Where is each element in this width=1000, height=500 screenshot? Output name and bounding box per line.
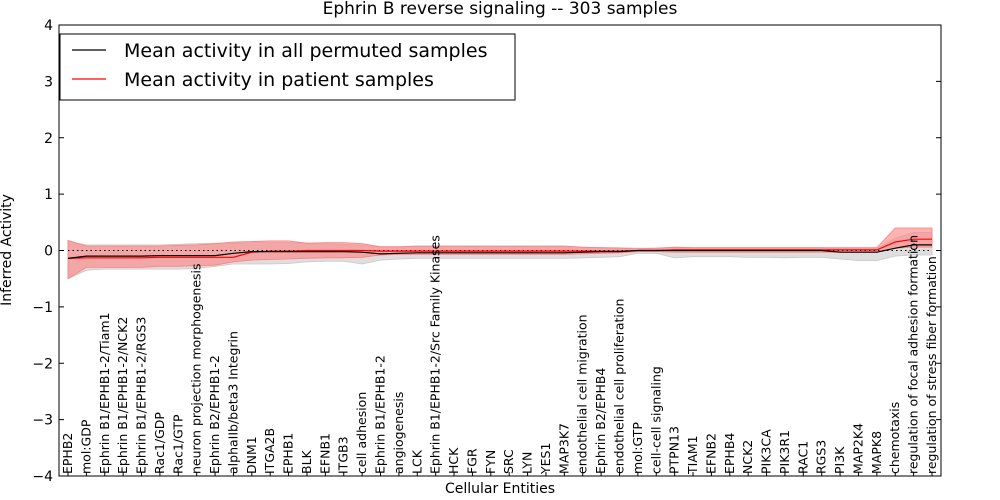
x-tick-label: Ephrin B2/EPHB1-2 <box>207 355 222 474</box>
x-tick-label: EFNB1 <box>317 433 332 474</box>
x-tick-label: mol:GDP <box>78 419 93 474</box>
y-tick-label: 4 <box>44 18 53 34</box>
x-tick-label: PI3K <box>832 446 847 474</box>
y-axis: −4 −3 −2 −1 0 1 2 3 4 <box>32 18 941 485</box>
x-tick-label: mol:GTP <box>630 422 645 474</box>
x-tick-label: RAC1 <box>795 441 810 474</box>
x-tick-label: LCK <box>409 449 424 474</box>
x-tick-label: YES1 <box>538 443 553 475</box>
y-tick-label: 0 <box>44 244 53 260</box>
x-tick-label: ITGB3 <box>336 436 351 474</box>
legend: Mean activity in all permuted samples Me… <box>59 33 516 101</box>
y-tick-label: −4 <box>32 469 53 485</box>
x-tick-label: HCK <box>446 447 461 474</box>
x-tick-label: DNM1 <box>244 436 259 474</box>
x-tick-label: NCK2 <box>740 440 755 474</box>
plot-frame <box>58 24 942 477</box>
x-tick-label: Ephrin B2/EPHB4 <box>593 368 608 474</box>
legend-box <box>59 33 516 101</box>
x-tick-label: TIAM1 <box>685 435 700 475</box>
x-tick-label: cell adhesion <box>354 392 369 474</box>
x-tick-label: PIK3CA <box>759 429 774 474</box>
y-tick-label: −3 <box>32 413 53 429</box>
x-tick-label: PIK3R1 <box>777 430 792 474</box>
x-tick-label: FYN <box>483 450 498 474</box>
x-axis-label: Cellular Entities <box>445 481 555 497</box>
x-tick-label: Rac1/GDP <box>152 412 167 474</box>
x-tick-label: SRC <box>501 449 516 474</box>
x-tick-label: regulation of focal adhesion formation <box>906 235 921 474</box>
x-tick-label: chemotaxis <box>887 402 902 474</box>
x-tick-label: MAP3K7 <box>556 423 571 474</box>
x-tick-label: Ephrin B1/EPHB1-2 <box>373 355 388 474</box>
x-tick-label: Ephrin B1/EPHB1-2/NCK2 <box>115 317 130 474</box>
y-axis-label: Inferred Activity <box>0 194 15 306</box>
x-tick-labels: EPHB2 mol:GDP Ephrin B1/EPHB1-2/Tiam1 Ephri… <box>60 235 939 476</box>
x-tick-label: RGS3 <box>814 440 829 474</box>
y-tick-label: 3 <box>44 74 53 90</box>
x-tick-label: EPHB4 <box>722 433 737 474</box>
x-tick-label: endothelial cell proliferation <box>612 299 627 474</box>
x-tick-label: MAP2K4 <box>851 423 866 474</box>
x-tick-label: PTPN13 <box>667 426 682 474</box>
x-tick-label: regulation of stress fiber formation <box>924 256 939 474</box>
series-lines <box>67 238 932 259</box>
x-tick-label: EPHB1 <box>281 433 296 474</box>
x-tick-label: Rac1/GTP <box>170 414 185 474</box>
y-tick-label: −1 <box>32 300 53 316</box>
x-tick-label: Ephrin B1/EPHB1-2/Tiam1 <box>97 312 112 474</box>
x-tick-label: Ephrin B1/EPHB1-2/RGS3 <box>134 317 149 474</box>
x-tick-label: alphaIIb/beta3 Integrin <box>225 331 240 474</box>
x-tick-label: angiogenesis <box>391 392 406 474</box>
legend-label-permuted: Mean activity in all permuted samples <box>124 40 487 62</box>
x-tick-label: FGR <box>464 448 479 474</box>
x-tick-label: endothelial cell migration <box>575 314 590 474</box>
y-tick-label: −2 <box>32 356 53 372</box>
x-tick-label: EFNB2 <box>703 433 718 474</box>
y-tick-label: 1 <box>44 187 53 203</box>
x-tick-label: Ephrin B1/EPHB1-2/Src Family Kinases <box>428 235 443 474</box>
legend-label-patient: Mean activity in patient samples <box>124 69 434 91</box>
series-line-permuted <box>67 244 932 259</box>
x-tick-label: BLK <box>299 449 314 474</box>
y-tick-label: 2 <box>44 131 53 147</box>
x-tick-label: MAPK8 <box>869 431 884 474</box>
chart-title: Ephrin B reverse signaling -- 303 sample… <box>323 0 678 19</box>
x-tick-label: LYN <box>520 452 535 474</box>
x-tick-label: neuron projection morphogenesis <box>189 263 204 474</box>
x-tick-label: EPHB2 <box>60 433 75 474</box>
x-tick-label: cell-cell signaling <box>648 366 663 474</box>
x-tick-label: ITGA2B <box>262 428 277 474</box>
